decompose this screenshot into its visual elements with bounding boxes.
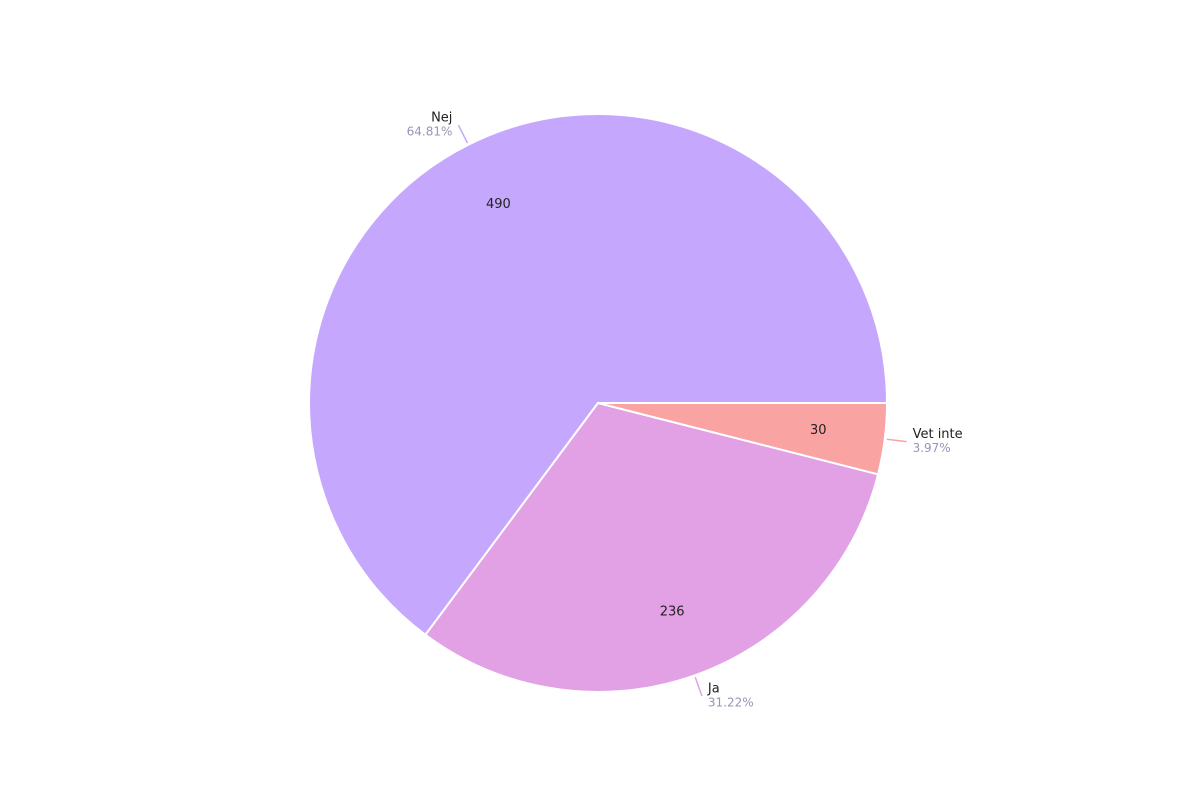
category-label: Ja [707,682,720,697]
category-label: Vet inte [913,427,963,442]
pie-slice [597,402,889,476]
value-label: 30 [810,423,827,438]
leader-line [694,677,703,697]
pie-slice [424,401,880,693]
pie-slice [308,113,889,637]
percent-label: 31.22% [708,696,754,710]
leader-line [457,124,469,144]
value-label: 236 [660,605,685,620]
category-label: Nej [431,111,452,126]
leader-line [886,438,907,443]
value-label: 490 [486,197,511,212]
percent-label: 64.81% [407,125,453,139]
percent-label: 3.97% [913,441,951,455]
